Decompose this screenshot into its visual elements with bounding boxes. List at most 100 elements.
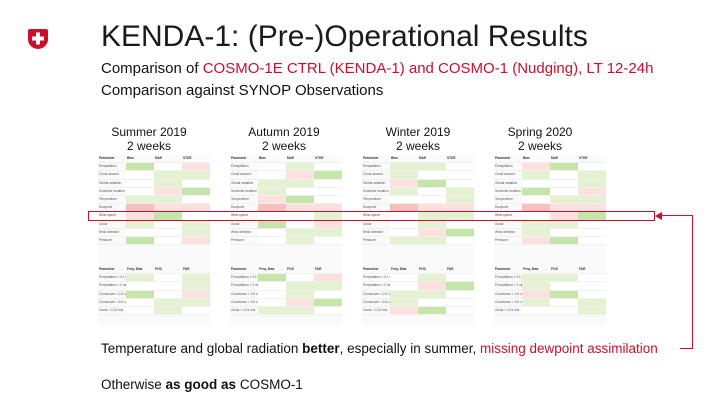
season-period: 2 weeks <box>395 139 441 153</box>
table-header-cell: Parameter <box>99 156 115 160</box>
table-row: Cloudcover > 6.5 okta <box>230 298 342 307</box>
table-cell <box>446 220 474 228</box>
table-cell <box>390 220 418 228</box>
subtitle-line-2: Comparison against SYNOP Observations <box>101 82 384 99</box>
table-cell <box>390 187 418 195</box>
table-cell: Dewpoint <box>231 205 245 210</box>
table-cell <box>314 179 342 187</box>
table-group: Parameter Bias MAE STDE Precipitation Cloud a… <box>98 155 210 246</box>
table-cell <box>258 298 286 306</box>
table-cell <box>550 179 578 187</box>
table-row: Pressure <box>230 236 342 246</box>
table-header-cell: FAR <box>183 267 190 271</box>
conclusion-prefix: Otherwise <box>101 377 166 392</box>
table-cell <box>154 187 182 195</box>
table-cell: Wind speed <box>363 213 380 218</box>
table-cell <box>522 290 550 298</box>
table-header-cell: FAR <box>447 267 454 271</box>
table-cell <box>446 212 474 220</box>
table-row: Gusts <box>362 220 474 229</box>
table-row: Precipitation <box>362 163 474 172</box>
table-cell <box>550 228 578 236</box>
table-row: Cloudcover > 6.5 okta <box>98 298 210 307</box>
table-header-cell: Parameter <box>231 156 247 160</box>
table-cell <box>418 274 446 282</box>
table-cell: Precipitation > 2 mm/6h <box>231 283 258 288</box>
table-cell <box>286 282 314 290</box>
table-row: Cloud amount <box>494 171 606 180</box>
conclusion-line-2: Otherwise as good as COSMO-1 <box>101 376 303 393</box>
connector-line <box>680 348 693 349</box>
season-name: Autumn 2019 <box>248 125 320 139</box>
table-cell <box>314 228 342 236</box>
conclusion-red: missing dewpoint assimilation <box>479 341 658 356</box>
table-cell <box>578 274 606 282</box>
table-cell <box>182 236 210 245</box>
table-cell <box>446 236 474 245</box>
table-cell <box>550 163 578 171</box>
table-cell: Dewpoint <box>363 205 377 210</box>
table-row: Temperature <box>362 195 474 205</box>
table-cell <box>522 220 550 228</box>
table-cell <box>258 212 286 220</box>
table-cell: Global radiation <box>495 180 518 185</box>
table-header-cell: Parameter <box>99 267 115 271</box>
table-cell <box>390 195 418 204</box>
table-cell <box>578 228 606 236</box>
table-cell <box>314 236 342 245</box>
table-cell <box>154 163 182 171</box>
table-cell <box>446 298 474 306</box>
table-cell <box>578 220 606 228</box>
table-row: Gusts > 12.5 m/s <box>98 306 210 316</box>
table-cell <box>154 212 182 220</box>
table-cell <box>418 212 446 220</box>
table-row: Gusts <box>98 220 210 229</box>
table-cell <box>182 274 210 282</box>
table-cell <box>286 195 314 204</box>
table-cell <box>126 306 154 315</box>
table-cell <box>258 274 286 282</box>
table-row: Precipitation <box>98 163 210 172</box>
table-cell <box>286 179 314 187</box>
table-cell <box>286 236 314 245</box>
table-row: Precipitation > 0.1 mm/6h <box>494 274 606 283</box>
table-cell <box>418 282 446 290</box>
table-cell <box>550 236 578 245</box>
table-cell: Precipitation <box>363 164 381 169</box>
connector-line <box>692 215 693 348</box>
season-period: 2 weeks <box>126 139 172 153</box>
table-cell <box>286 306 314 315</box>
table-cell <box>314 171 342 179</box>
table-cell <box>578 171 606 179</box>
table-header-cell: STDE <box>447 156 456 160</box>
table-cell <box>182 195 210 204</box>
table-cell <box>258 195 286 204</box>
table-row: Wind direction <box>494 228 606 237</box>
table-cell: Cloud amount <box>231 172 251 177</box>
table-cell: Pressure <box>363 237 376 242</box>
table-cell: Sunshine duration <box>99 188 125 193</box>
table-header-row: Parameter Freq. Bias POD FAR <box>362 266 474 275</box>
table-cell: Precipitation <box>99 164 117 169</box>
season-name: Winter 2019 <box>385 125 451 139</box>
table-cell <box>578 306 606 315</box>
table-header-cell: Bias <box>391 156 398 160</box>
table-row: Cloud amount <box>230 171 342 180</box>
table-row: Sunshine duration <box>230 187 342 196</box>
table-cell <box>578 204 606 212</box>
table-header-cell: Parameter <box>495 156 511 160</box>
conclusion-bold: as good as <box>165 377 237 392</box>
table-cell <box>182 220 210 228</box>
table-cell <box>418 195 446 204</box>
table-header-row: Parameter Bias MAE STDE <box>98 155 210 164</box>
table-cell <box>286 274 314 282</box>
table-cell <box>126 274 154 282</box>
table-cell: Dewpoint <box>495 205 509 210</box>
table-cell: Gusts > 12.5 m/s <box>363 307 388 312</box>
table-cell: Wind direction <box>99 229 120 234</box>
subtitle-prefix: Comparison of <box>101 60 203 77</box>
table-cell <box>390 228 418 236</box>
table-cell <box>258 290 286 298</box>
table-cell <box>258 228 286 236</box>
table-cell: Cloudcover < 2.5 okta <box>99 291 126 296</box>
